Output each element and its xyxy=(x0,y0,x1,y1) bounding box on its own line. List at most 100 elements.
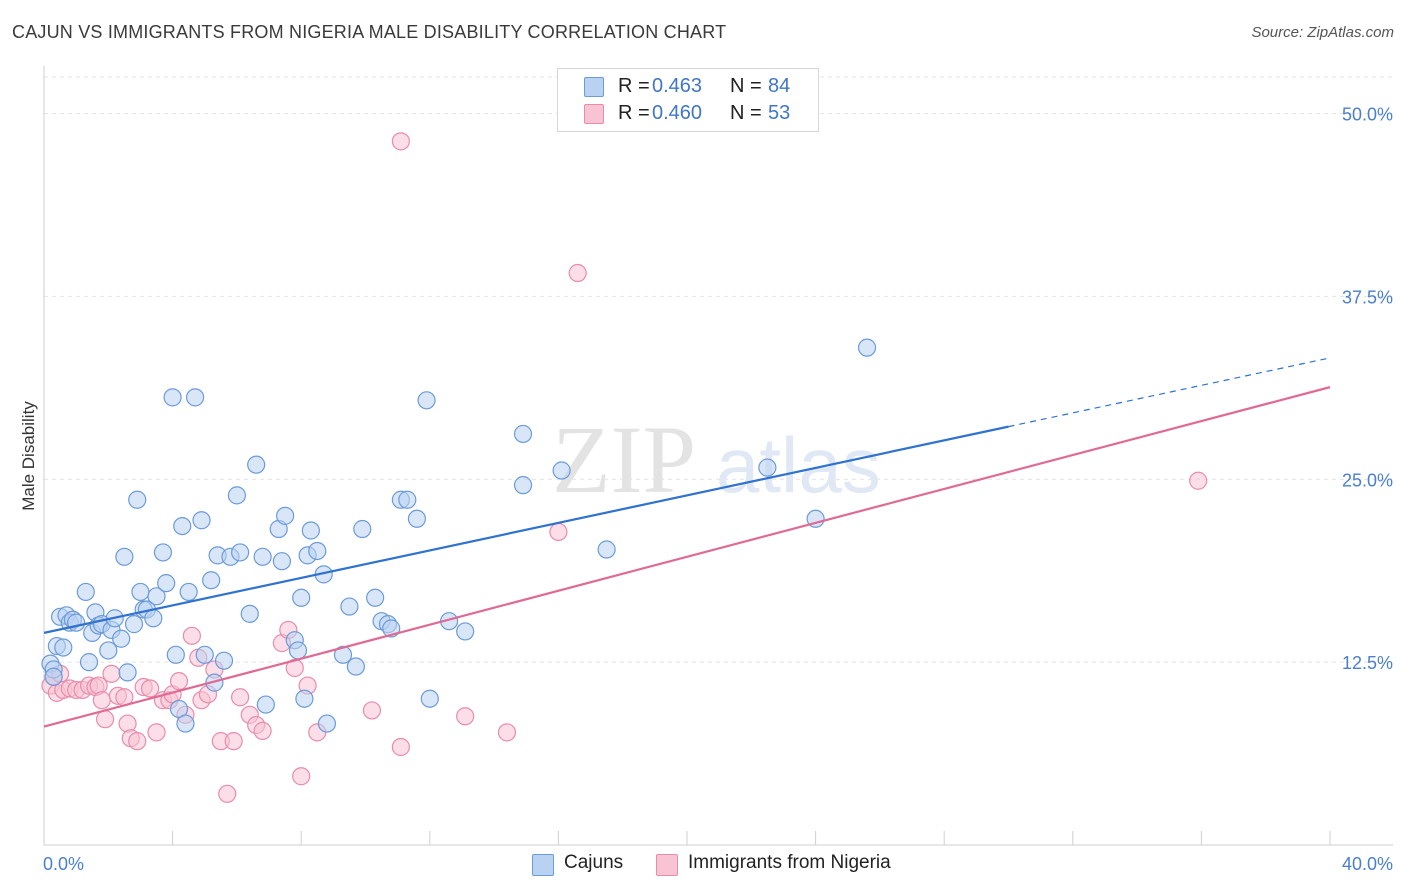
cajun-swatch xyxy=(584,77,604,97)
cajun-trend-extension xyxy=(1008,357,1331,428)
cajun-point xyxy=(597,540,616,559)
cajun-point xyxy=(340,597,359,616)
nigeria-swatch xyxy=(584,104,604,124)
cajun-point xyxy=(131,582,150,602)
watermark-atlas: atlas xyxy=(716,421,881,509)
cajun-point xyxy=(333,645,353,664)
nigeria-point xyxy=(169,672,189,691)
cajun-point xyxy=(54,638,73,657)
cajun-point xyxy=(67,613,86,632)
cajun-point xyxy=(153,543,173,562)
cajun-point xyxy=(173,516,192,536)
n-value: 53 xyxy=(768,102,791,124)
cajun-point xyxy=(240,604,259,623)
nigeria-point xyxy=(391,737,410,757)
nigeria-point xyxy=(147,723,166,742)
cajun-point xyxy=(256,695,275,714)
cajun-point xyxy=(44,667,63,686)
cajun-point xyxy=(288,641,308,660)
y-tick-labels: 12.5% 25.0% 37.5% 50.0% xyxy=(1342,105,1393,674)
cajun-point xyxy=(301,521,320,540)
n-label: N = xyxy=(730,102,762,124)
cajun-point xyxy=(398,490,417,509)
cajun-point xyxy=(118,663,137,682)
correlation-legend: R = 0.463 N = 84 R = 0.460 N = 53 xyxy=(557,68,819,132)
nigeria-point xyxy=(92,691,111,710)
cajun-point xyxy=(195,645,214,664)
nigeria-point xyxy=(1189,471,1208,490)
nigeria-point xyxy=(568,263,587,283)
cajun-point xyxy=(227,486,246,505)
cajun-point xyxy=(292,588,311,607)
nigeria-point xyxy=(218,784,237,803)
cajun-point xyxy=(308,541,327,561)
nigeria-point xyxy=(456,707,475,726)
cajun-point xyxy=(407,509,427,528)
nigeria-point xyxy=(182,626,201,645)
nigeria-point xyxy=(362,701,382,720)
cajun-point xyxy=(513,424,533,444)
y-tick-label: 25.0% xyxy=(1342,470,1393,490)
r-value: 0.460 xyxy=(652,102,703,124)
x-tick-label-min: 0.0% xyxy=(43,854,84,874)
cajun-swatch xyxy=(532,854,554,876)
nigeria-point xyxy=(391,132,410,151)
cajun-point xyxy=(214,651,234,670)
cajun-point xyxy=(163,388,182,407)
nigeria-point xyxy=(253,721,272,740)
nigeria-point xyxy=(224,732,243,751)
y-tick-label: 37.5% xyxy=(1342,287,1393,307)
cajun-point xyxy=(202,571,221,590)
cajun-point xyxy=(99,641,118,660)
chart-title: CAJUN VS IMMIGRANTS FROM NIGERIA MALE DI… xyxy=(12,22,727,42)
cajun-point xyxy=(179,582,198,602)
cajun-point xyxy=(513,476,533,495)
trend-lines xyxy=(43,357,1331,728)
cajun-point xyxy=(366,588,385,607)
cajun-trend-line xyxy=(43,425,1009,634)
y-axis-label: Male Disability xyxy=(19,401,38,511)
watermark-zip: ZIP xyxy=(552,406,696,513)
cajun-point xyxy=(124,615,144,634)
nigeria-point xyxy=(95,710,115,729)
cajun-point xyxy=(176,714,195,733)
cajun-point xyxy=(76,582,95,602)
cajun-point xyxy=(857,338,877,357)
nigeria-point xyxy=(102,664,121,683)
cajun-point xyxy=(186,388,205,407)
cajun-point xyxy=(144,609,163,628)
source-label: Source: ZipAtlas.com xyxy=(1251,24,1394,41)
legend-label-nigeria: Immigrants from Nigeria xyxy=(688,852,891,873)
cajun-point xyxy=(317,714,337,733)
cajun-point xyxy=(456,622,475,641)
grid-lines xyxy=(44,76,1393,663)
cajun-point xyxy=(346,657,365,676)
nigeria-point xyxy=(128,732,147,751)
cajun-point xyxy=(758,458,777,477)
cajun-point xyxy=(128,490,147,509)
cajun-point xyxy=(552,461,571,480)
nigeria-point xyxy=(292,767,311,786)
cajun-point xyxy=(115,547,134,566)
n-value: 84 xyxy=(768,75,791,97)
watermark: ZIP atlas xyxy=(552,406,881,513)
cajun-point xyxy=(166,645,185,664)
nigeria-swatch xyxy=(656,854,678,876)
axes xyxy=(43,66,1393,846)
r-value: 0.463 xyxy=(652,75,703,97)
nigeria-point xyxy=(497,723,517,742)
cajun-point xyxy=(147,587,166,606)
cajun-point xyxy=(231,543,250,562)
cajun-point xyxy=(276,506,295,525)
cajun-point xyxy=(417,391,436,410)
cajun-point xyxy=(79,653,99,672)
cajun-point xyxy=(420,689,439,708)
cajun-point xyxy=(272,552,292,571)
y-tick-label: 50.0% xyxy=(1342,105,1393,125)
cajun-point xyxy=(157,574,176,593)
r-label: R = xyxy=(618,102,650,124)
cajun-point xyxy=(112,629,131,648)
cajun-point xyxy=(295,689,314,708)
nigeria-point xyxy=(140,679,160,698)
